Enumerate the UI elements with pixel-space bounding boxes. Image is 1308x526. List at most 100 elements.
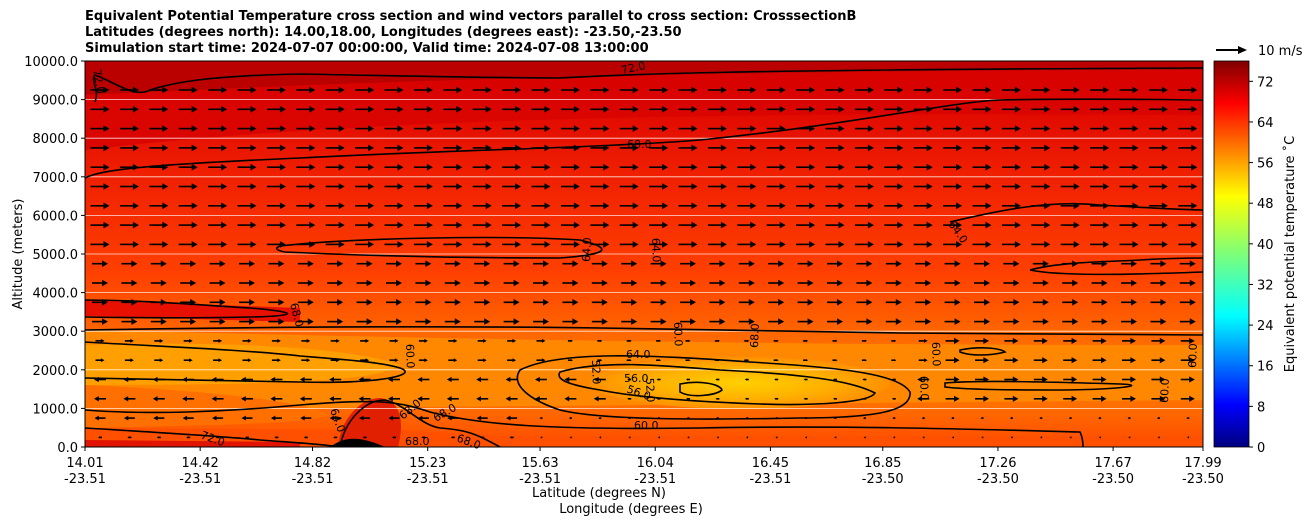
wind-vector-head — [659, 359, 662, 362]
wind-vector-head — [750, 106, 757, 113]
x-tick-label-lat: 15.23 — [409, 456, 446, 471]
wind-vector-head — [1130, 376, 1136, 383]
wind-vector-head — [747, 339, 750, 342]
wind-vector-head — [278, 299, 285, 306]
wind-vector-head — [278, 279, 285, 287]
wind-vector-head — [454, 279, 461, 287]
wind-vector-head — [867, 86, 874, 94]
wind-vector-head — [425, 299, 432, 306]
wind-vector-head — [338, 106, 345, 113]
wind-vector-head — [279, 202, 286, 210]
wind-vector-head — [249, 318, 255, 325]
wind-vector-head — [132, 183, 139, 190]
wind-vector-head — [809, 163, 816, 171]
contour-label: 64.0 — [649, 238, 663, 263]
wind-vector-head — [867, 202, 874, 210]
wind-vector-head — [250, 125, 257, 132]
wind-vector-head — [897, 125, 904, 132]
wind-vector-head — [1189, 279, 1196, 287]
wind-vector-head — [744, 397, 747, 400]
contour-72-top — [92, 67, 1203, 103]
wind-vector-head — [219, 318, 226, 325]
wind-vector-head — [189, 338, 193, 343]
wind-vector-head — [686, 378, 688, 381]
wind-vector-head — [603, 221, 610, 229]
wind-vector-head — [775, 436, 778, 439]
x-tick-label-lon: -23.50 — [1182, 472, 1224, 487]
wind-vector-head — [1044, 221, 1051, 229]
wind-vector-head — [190, 299, 197, 306]
contour-label: 72.0 — [90, 68, 107, 94]
wind-vector-head — [425, 318, 432, 325]
wind-vector-head — [219, 299, 226, 306]
contour-68-bottom — [85, 427, 341, 447]
wind-vector-head — [366, 299, 373, 306]
wind-vector-head — [103, 144, 110, 152]
wind-vector-head — [1161, 241, 1168, 248]
wind-vector-head — [719, 260, 726, 267]
contour-64-small — [959, 347, 1007, 356]
wind-vector-head — [895, 299, 902, 306]
wind-vector-head — [983, 395, 989, 402]
wind-vector-head — [241, 415, 246, 421]
wind-vector-head — [1042, 395, 1048, 402]
wind-vector-head — [691, 241, 698, 248]
wind-vector-head — [368, 163, 375, 171]
colorbar-tick-label: 0 — [1257, 441, 1265, 456]
wind-vector-head — [1160, 299, 1167, 306]
wind-vector-head — [862, 378, 865, 381]
wind-vector-head — [535, 396, 540, 402]
wind-vector-head — [456, 106, 463, 113]
colorbar-label: Equivalent potential temperature ˚C — [1282, 136, 1298, 372]
y-tick-label: 0.0 — [57, 441, 78, 456]
wind-vector-head — [132, 144, 139, 152]
wind-vector-head — [837, 260, 843, 267]
wind-vector-head — [211, 376, 217, 383]
wind-vector-head — [778, 260, 785, 267]
wind-vector-head — [659, 339, 662, 342]
wind-vector-head — [926, 202, 933, 210]
wind-vector-head — [1161, 221, 1168, 229]
wind-vector-head — [396, 318, 402, 325]
wind-vector-head — [515, 241, 522, 248]
wind-vector-head — [691, 125, 698, 132]
wind-vector-head — [573, 221, 580, 229]
wind-vector-head — [426, 125, 433, 132]
wind-vector-head — [1131, 318, 1137, 325]
wind-vector-head — [299, 396, 305, 402]
wind-vector-head — [303, 436, 306, 439]
wind-vector-head — [103, 202, 110, 210]
wind-vector-head — [250, 241, 257, 248]
wind-vector-head — [1042, 318, 1049, 325]
wind-vector-head — [809, 144, 816, 152]
wind-vector-head — [1013, 318, 1020, 325]
contour-label: 60.0 — [917, 376, 931, 401]
contour-60-core — [516, 355, 911, 420]
wind-vector-head — [103, 106, 110, 113]
wind-vector-head — [130, 358, 134, 363]
wind-vector-head — [1101, 279, 1108, 287]
wind-vector-head — [603, 125, 610, 132]
wind-vector-head — [1161, 202, 1168, 210]
wind-vector-head — [1101, 357, 1107, 364]
wind-vector-head — [603, 241, 610, 248]
wind-vector-head — [337, 318, 344, 325]
wind-vector-head — [632, 183, 639, 190]
wind-vector-head — [1161, 125, 1168, 132]
colorbar: 0 8 16 24 32 40 48 56 64 72 — [1213, 60, 1274, 456]
y-axis-label: Altitude (meters) — [11, 199, 26, 310]
wind-vector-head — [779, 221, 786, 229]
wind-vector-head — [954, 395, 960, 402]
wind-vector-head — [160, 260, 167, 267]
wind-vector-head — [956, 125, 963, 132]
contour-label: 60.0 — [929, 342, 943, 367]
contour-60-right — [944, 380, 1133, 391]
wind-vector-head — [131, 318, 138, 325]
wind-vector-head — [1103, 163, 1110, 171]
wind-vector-head — [250, 183, 257, 190]
wind-vector-head — [309, 202, 316, 210]
wind-vector-head — [515, 106, 522, 113]
wind-vector-head — [599, 436, 602, 439]
wind-vector-head — [715, 397, 718, 400]
contour-label: 60.0 — [1186, 343, 1200, 368]
